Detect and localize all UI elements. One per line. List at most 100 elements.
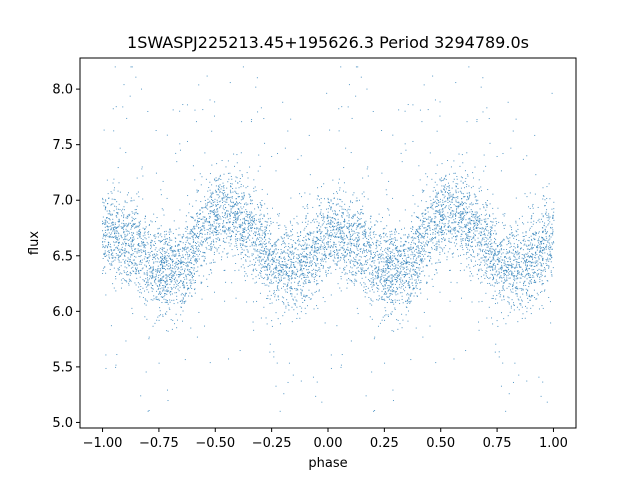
data-point [165,313,167,315]
data-point [157,254,159,256]
data-point [422,336,424,338]
data-point [390,285,392,287]
data-point [481,250,483,252]
data-point [335,219,337,221]
data-point [532,295,534,297]
data-point [499,277,501,279]
data-point [534,261,536,263]
data-point [322,223,324,225]
data-point [528,261,530,263]
data-point [151,221,153,223]
data-point [109,236,111,238]
data-point [205,207,207,209]
data-point [102,230,104,232]
data-point [247,236,249,238]
data-point [279,280,280,282]
data-point [354,213,356,215]
data-point [315,243,317,245]
data-point [348,220,350,222]
data-point [460,233,462,235]
data-point [526,278,528,280]
data-point [106,217,108,219]
data-point [211,164,213,166]
data-point [426,176,428,178]
data-point [425,213,427,215]
data-point [269,217,271,219]
data-point [398,299,400,301]
data-point [123,206,125,208]
data-point [167,265,169,267]
data-point [217,203,219,205]
data-point [492,277,494,279]
data-point [553,201,555,203]
data-point [459,245,461,247]
data-point [188,295,190,297]
data-point [337,218,339,220]
data-point [380,261,382,263]
data-point [251,203,253,205]
data-point [457,212,459,214]
data-point [445,245,447,247]
data-point [240,223,242,225]
data-point [251,218,253,220]
data-point [391,233,393,235]
data-point [339,256,341,258]
data-point [189,249,191,251]
data-point [479,231,481,233]
data-point [306,254,308,256]
data-point [178,274,180,276]
data-point [336,227,338,229]
data-point [298,235,300,237]
data-point [355,256,357,258]
data-point [105,294,107,296]
data-point [347,249,349,251]
data-point [236,154,238,156]
data-point [341,241,343,243]
data-point [368,244,370,246]
data-point [148,236,150,238]
data-point [391,301,393,303]
data-point [412,226,414,228]
data-point [176,261,178,263]
data-point [493,250,495,252]
data-point [159,271,161,273]
data-point [174,280,176,282]
data-point [316,221,318,223]
data-point [159,241,161,243]
data-point [364,249,366,251]
data-point [292,228,293,230]
data-point [376,250,378,252]
data-point [389,236,391,238]
data-point [497,263,499,265]
data-point [159,274,161,276]
data-point [334,211,336,213]
data-point [409,301,411,303]
data-point [390,256,392,258]
data-point [463,230,465,232]
data-point [107,244,109,246]
data-point [325,208,327,210]
data-point [390,274,392,276]
data-point [239,243,241,245]
data-point [180,263,182,265]
data-point [110,204,112,206]
data-point [264,277,266,279]
data-point [195,243,197,244]
data-point [421,258,423,260]
data-point [417,276,419,278]
data-point [284,264,286,266]
data-point [438,261,440,263]
data-point [466,208,468,210]
data-point [222,231,224,233]
data-point [182,284,184,286]
data-point [216,199,218,201]
data-point [230,185,232,187]
data-point [517,245,519,247]
data-point [346,254,348,256]
data-point [282,265,284,267]
data-point [480,268,482,270]
data-point [247,251,249,253]
data-point [348,217,350,219]
data-point [253,241,255,243]
data-point [480,282,481,284]
